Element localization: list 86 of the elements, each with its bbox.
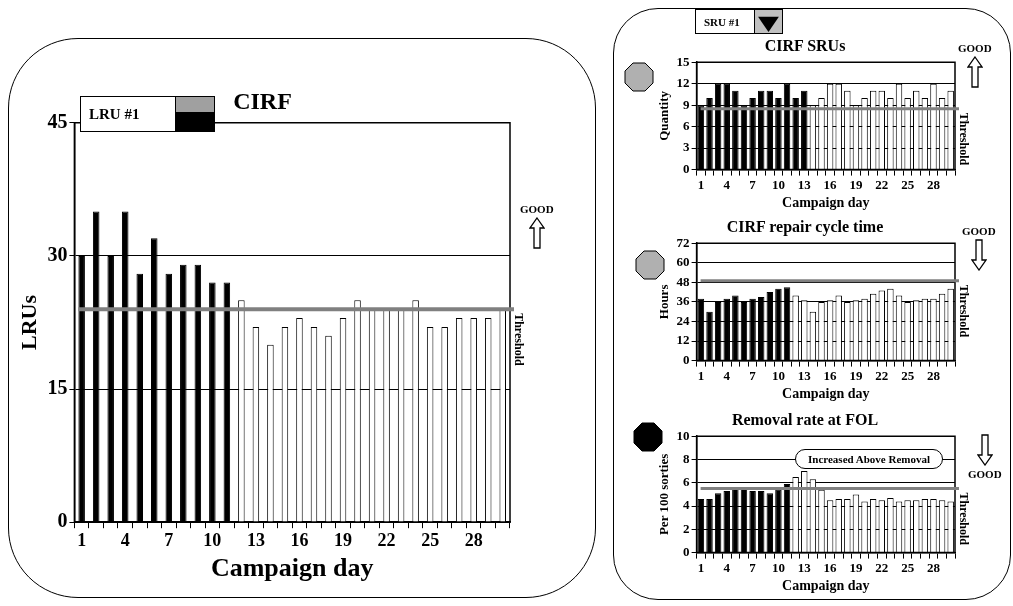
x-tick-label: 1	[697, 176, 705, 192]
x-tick-label: 10	[771, 176, 785, 192]
x-tick-label: 7	[749, 559, 757, 575]
ref-line-label: Threshold	[511, 313, 526, 366]
x-tick-label: 1	[697, 367, 705, 383]
y-axis-title: Hours	[656, 284, 672, 320]
y-tick-label: 4	[683, 497, 691, 513]
x-tick-label: 19	[334, 529, 353, 550]
chart-title: CIRF	[233, 87, 292, 114]
x-tick-label: 16	[823, 367, 838, 383]
y-axis-title: LRUs	[15, 294, 41, 351]
annotation: Increased Above Removal	[795, 449, 944, 469]
y-tick-label: 24	[676, 312, 691, 328]
x-tick-label: 7	[749, 176, 757, 192]
x-tick-label: 22	[875, 176, 889, 192]
x-tick-label: 4	[723, 367, 731, 383]
x-tick-label: 28	[926, 176, 941, 192]
x-tick-label: 7	[749, 367, 757, 383]
x-tick-label: 4	[723, 176, 731, 192]
x-axis-title: Campaign day	[782, 578, 870, 594]
y-tick-label: 0	[683, 543, 690, 559]
x-axis-title: Campaign day	[782, 386, 870, 402]
x-tick-label: 10	[771, 559, 785, 575]
y-tick-label: 6	[683, 118, 691, 133]
x-tick-label: 22	[875, 559, 889, 575]
x-axis-title: Campaign day	[782, 195, 870, 211]
chart-title: Removal rate at FOL	[731, 410, 879, 428]
y-tick-label: 15	[676, 53, 691, 69]
y-tick-label: 12	[676, 332, 690, 348]
ref-line-label: Threshold	[956, 284, 971, 338]
y-tick-label: 12	[676, 75, 690, 91]
x-tick-label: 19	[849, 367, 863, 383]
y-tick-label: 15	[47, 376, 68, 399]
chart-title: CIRF SRUs	[764, 36, 846, 54]
selector-box: SRU #1	[695, 9, 783, 34]
y-axis-title: Per 100 sorties	[656, 453, 672, 536]
ref-line-label: Threshold	[956, 492, 971, 546]
text: GOOD	[958, 42, 992, 54]
x-tick-label: 4	[120, 529, 130, 550]
text: GOOD	[968, 468, 1002, 480]
x-tick-label: 22	[875, 367, 889, 383]
x-tick-label: 22	[377, 529, 396, 550]
y-tick-label: 0	[683, 351, 690, 367]
y-tick-label: 6	[683, 474, 691, 490]
chart-title: CIRF repair cycle time	[726, 217, 884, 236]
x-axis-title: Campaign day	[210, 553, 374, 583]
x-tick-label: 13	[797, 367, 812, 383]
selector-box: LRU #1	[80, 96, 215, 132]
x-tick-label: 25	[421, 529, 440, 550]
y-axis-title: Quantity	[656, 90, 672, 141]
x-tick-label: 16	[290, 529, 309, 550]
y-tick-label: 2	[683, 520, 690, 536]
x-tick-label: 1	[697, 559, 705, 575]
x-tick-label: 4	[723, 559, 731, 575]
y-tick-label: 45	[47, 109, 68, 132]
y-tick-label: 30	[47, 243, 68, 266]
x-tick-label: 13	[797, 559, 812, 575]
y-tick-label: 60	[676, 254, 690, 270]
x-tick-label: 10	[771, 367, 785, 383]
x-tick-label: 19	[849, 559, 863, 575]
x-tick-label: 28	[464, 529, 483, 550]
x-tick-label: 10	[203, 529, 222, 550]
x-tick-label: 19	[849, 176, 863, 192]
text: GOOD	[520, 203, 554, 215]
x-tick-label: 13	[246, 529, 265, 550]
x-tick-label: 28	[926, 559, 941, 575]
x-tick-label: 25	[901, 367, 915, 383]
ref-line-label: Threshold	[956, 112, 971, 166]
y-tick-label: 72	[676, 234, 690, 250]
y-tick-label: 36	[676, 293, 691, 309]
y-tick-label: 8	[683, 450, 691, 466]
x-tick-label: 16	[823, 176, 838, 192]
x-tick-label: 16	[823, 559, 838, 575]
x-tick-label: 7	[164, 529, 174, 550]
x-tick-label: 25	[901, 176, 915, 192]
y-tick-label: 0	[683, 160, 690, 176]
y-tick-label: 10	[676, 427, 690, 443]
y-tick-label: 48	[676, 273, 691, 289]
text: GOOD	[962, 225, 996, 237]
y-tick-label: 0	[57, 509, 68, 532]
x-tick-label: 13	[797, 176, 812, 192]
x-tick-label: 1	[77, 529, 87, 550]
y-tick-label: 9	[683, 96, 691, 112]
x-tick-label: 28	[926, 367, 941, 383]
y-tick-label: 3	[683, 139, 691, 155]
x-tick-label: 25	[901, 559, 915, 575]
